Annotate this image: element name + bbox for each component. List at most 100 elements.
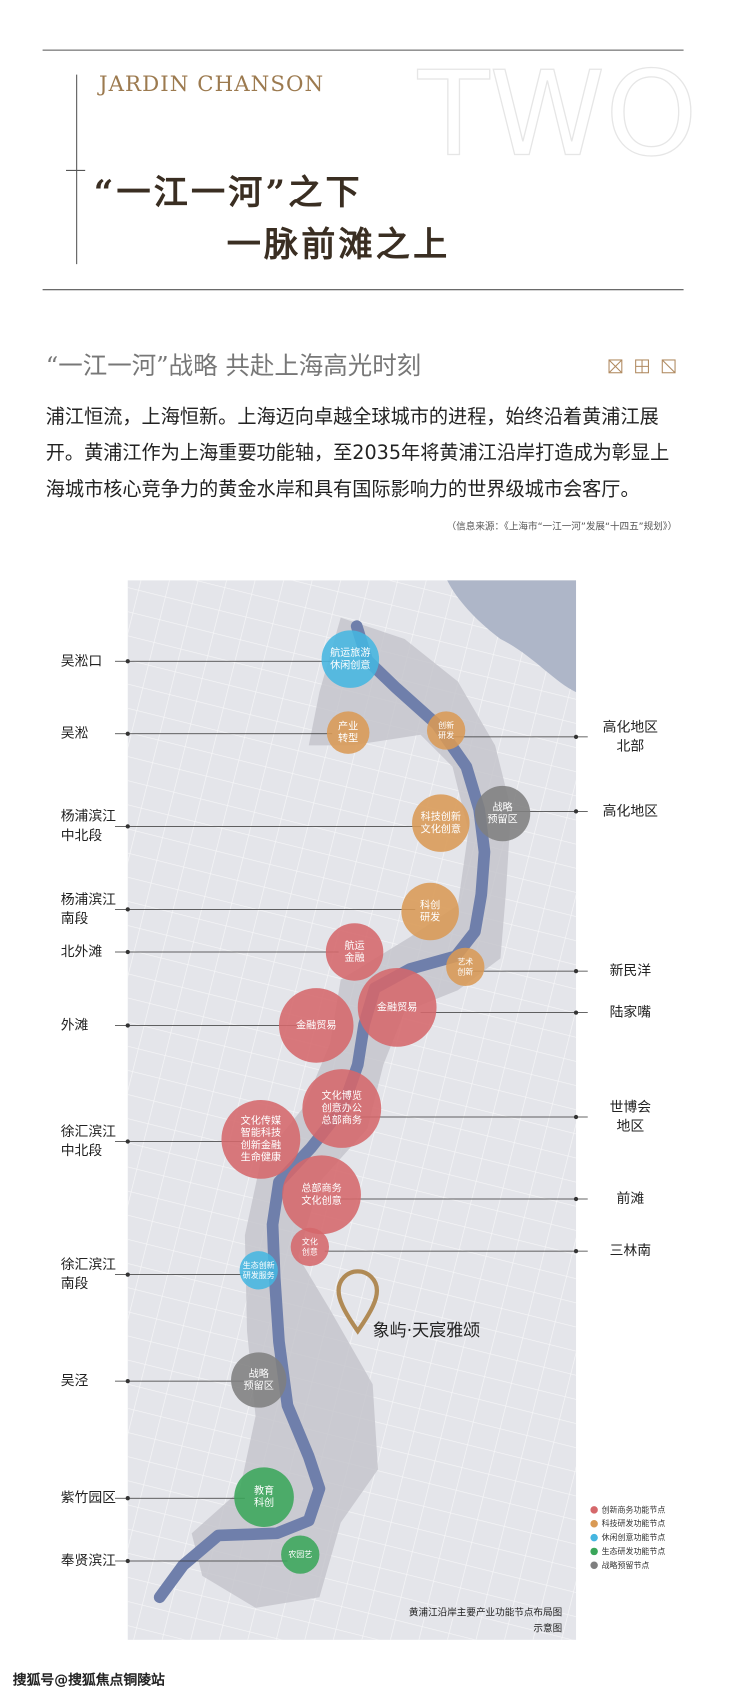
leader-dot xyxy=(125,1272,130,1277)
leader-dot xyxy=(573,809,579,814)
left-label: 紫竹园区 xyxy=(61,1490,116,1506)
paragraph-line: 开。黄浦江作为上海重要功能轴，至2035年将黄浦江沿岸打造成为彰显上 xyxy=(46,441,669,464)
node-label: 创新 xyxy=(457,966,473,976)
section-heading: “一江一河”战略 共赴上海高光时刻 xyxy=(46,351,421,380)
node-label: 研发 xyxy=(420,911,440,924)
node-label: 生命健康 xyxy=(241,1151,281,1164)
node-label: 创新 xyxy=(438,720,454,730)
function-node xyxy=(290,1227,330,1267)
left-label: 北外滩 xyxy=(61,944,103,960)
node-label: 研发 xyxy=(438,730,454,740)
legend-swatch xyxy=(590,1561,598,1569)
node-label: 战略 xyxy=(249,1367,269,1380)
node-label: 战略 xyxy=(492,800,512,813)
function-node xyxy=(302,1069,382,1148)
node-label: 研发服务 xyxy=(243,1270,275,1280)
legend-swatch xyxy=(590,1533,598,1542)
node-label: 总部商务 xyxy=(322,1114,362,1127)
legend-label: 战略预留节点 xyxy=(602,1560,650,1570)
function-node xyxy=(234,1467,294,1527)
node-label: 文化博览 xyxy=(322,1089,362,1102)
paragraph-line: 海城市核心竞争力的黄金水岸和具有国际影响力的世界级城市会客厅。 xyxy=(46,477,640,500)
node-label: 预留区 xyxy=(487,813,517,826)
left-label: 徐汇滨江 xyxy=(61,1257,116,1273)
right-label: 前滩 xyxy=(617,1190,645,1207)
right-label: 世博会 xyxy=(610,1098,652,1115)
right-label: 高化地区 xyxy=(603,718,658,735)
right-label: 地区 xyxy=(617,1119,645,1135)
function-node xyxy=(239,1251,278,1290)
node-label: 产业 xyxy=(338,720,358,733)
function-node xyxy=(321,630,380,688)
leader-dot xyxy=(573,1196,579,1202)
node-label: 生态创新 xyxy=(243,1260,275,1270)
map-caption: 示意图 xyxy=(533,1623,562,1635)
node-label: 转型 xyxy=(338,732,358,745)
legend-label: 生态研发功能节点 xyxy=(602,1546,666,1556)
leader-dot xyxy=(125,907,130,912)
node-label: 智能科技 xyxy=(241,1126,281,1139)
sea xyxy=(447,580,577,693)
left-label: 杨浦滨江 xyxy=(61,809,116,825)
leader-dot xyxy=(125,1558,130,1564)
left-label: 南段 xyxy=(61,1276,89,1292)
left-label: 吴泾 xyxy=(61,1373,89,1389)
left-label: 中北段 xyxy=(61,1143,103,1159)
left-label: 外滩 xyxy=(61,1017,89,1033)
left-label: 吴淞口 xyxy=(61,653,102,669)
legend-swatch xyxy=(590,1520,598,1528)
node-label: 农园艺 xyxy=(288,1549,312,1559)
leader-dot xyxy=(573,1249,579,1254)
right-label: 新民洋 xyxy=(610,963,652,979)
leader-dot xyxy=(125,1139,130,1144)
node-label: 航运旅游 xyxy=(330,646,370,659)
node-label: 航运 xyxy=(344,939,364,952)
section-number: TWO xyxy=(417,46,698,183)
watermark: 搜狐号@搜狐焦点铜陵站 xyxy=(13,1671,165,1688)
node-label: 文化传媒 xyxy=(241,1114,281,1127)
left-label: 杨浦滨江 xyxy=(61,892,116,908)
function-node xyxy=(446,947,485,987)
node-label: 文化创意 xyxy=(421,822,461,835)
node-label: 总部商务 xyxy=(301,1182,341,1195)
map-layer: 吴淞口吴淞杨浦滨江中北段杨浦滨江南段北外滩外滩徐汇滨江中北段徐汇滨江南段吴泾紫竹… xyxy=(61,630,666,1635)
node-label: 预留区 xyxy=(244,1379,274,1392)
legend-label: 创新商务功能节点 xyxy=(602,1504,666,1514)
left-label: 南段 xyxy=(61,911,89,927)
function-node xyxy=(281,1535,320,1574)
node-label: 金融贸易 xyxy=(296,1018,336,1031)
node-label: 休闲创意 xyxy=(330,658,370,671)
leader-dot xyxy=(573,1010,579,1015)
leader-dot xyxy=(125,731,130,736)
paragraph-line: 浦江恒流，上海恒新。上海迈向卓越全球城市的进程，始终沿着黄浦江展 xyxy=(46,405,659,428)
legend-label: 科技研发功能节点 xyxy=(602,1518,666,1528)
node-label: 文化 xyxy=(302,1236,318,1246)
function-node xyxy=(357,967,437,1047)
ornament xyxy=(608,359,676,374)
right-label: 北部 xyxy=(617,738,645,754)
map: 吴淞口吴淞杨浦滨江中北段杨浦滨江南段北外滩外滩徐汇滨江中北段徐汇滨江南段吴泾紫竹… xyxy=(61,580,666,1640)
function-node xyxy=(412,794,470,852)
map-caption: 黄浦江沿岸主要产业功能节点布局图 xyxy=(409,1607,562,1619)
leader-dot xyxy=(125,659,130,664)
node-label: 教育 xyxy=(254,1484,274,1497)
leader-dot xyxy=(125,1496,130,1501)
function-node xyxy=(282,1155,361,1235)
function-node xyxy=(401,882,459,941)
node-label: 艺术 xyxy=(457,956,473,966)
left-label: 奉贤滨江 xyxy=(61,1553,116,1569)
node-label: 科创 xyxy=(254,1496,274,1509)
left-label: 中北段 xyxy=(61,828,103,844)
left-label: 吴淞 xyxy=(61,726,89,742)
source-note: （信息来源：《上海市“一江一河”发展“十四五”规划》） xyxy=(447,521,678,533)
leader-dot xyxy=(125,1023,130,1028)
function-node xyxy=(325,923,384,981)
right-label: 高化地区 xyxy=(603,802,658,819)
leader-dot xyxy=(125,824,130,829)
node-label: 金融 xyxy=(344,951,364,964)
right-label: 陆家嘴 xyxy=(610,1004,652,1021)
node-label: 科技创新 xyxy=(421,810,461,823)
node-label: 金融贸易 xyxy=(377,1000,417,1013)
